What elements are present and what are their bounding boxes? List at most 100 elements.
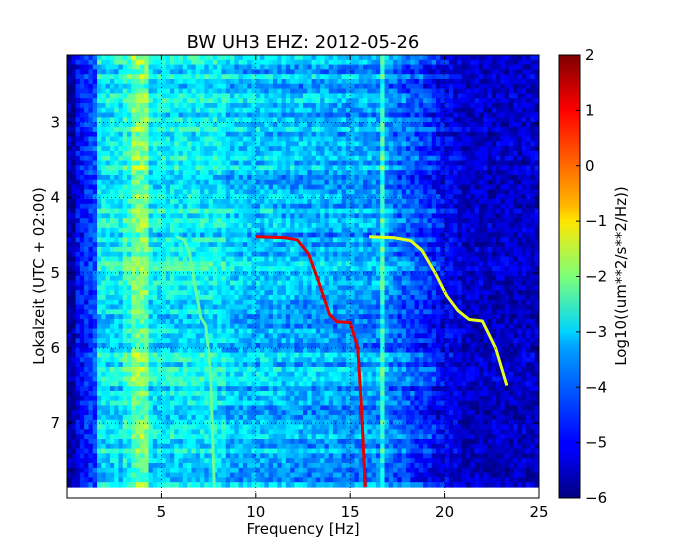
- heatmap-cell: [436, 122, 441, 128]
- heatmap-cell: [148, 227, 154, 234]
- heatmap-cell: [67, 223, 72, 229]
- heatmap-cell: [358, 112, 364, 118]
- heatmap-cell: [521, 266, 527, 272]
- heatmap-cell: [517, 189, 523, 195]
- heatmap-cell: [371, 179, 377, 186]
- heatmap-cell: [139, 141, 145, 147]
- heatmap-cell: [328, 59, 334, 66]
- heatmap-cell: [221, 266, 227, 272]
- heatmap-cell: [127, 237, 132, 243]
- heatmap-cell: [345, 199, 351, 205]
- heatmap-cell: [157, 79, 162, 85]
- heatmap-cell: [148, 112, 154, 118]
- heatmap-cell: [200, 69, 205, 75]
- heatmap-cell: [101, 55, 107, 61]
- heatmap-cell: [328, 242, 334, 248]
- heatmap-cell: [410, 93, 416, 99]
- heatmap-cell: [448, 266, 454, 272]
- heatmap-cell: [281, 127, 287, 133]
- heatmap-cell: [504, 69, 510, 75]
- heatmap-cell: [157, 69, 162, 75]
- heatmap-cell: [169, 199, 175, 205]
- heatmap-cell: [380, 251, 386, 258]
- heatmap-cell: [148, 131, 154, 138]
- heatmap-cell: [67, 136, 72, 142]
- heatmap-cell: [221, 98, 227, 104]
- heatmap-cell: [397, 141, 403, 147]
- heatmap-cell: [97, 83, 102, 90]
- heatmap-cell: [97, 189, 102, 195]
- heatmap-cell: [393, 141, 398, 147]
- heatmap-cell: [315, 59, 321, 66]
- heatmap-cell: [324, 141, 330, 147]
- heatmap-cell: [517, 98, 523, 104]
- heatmap-cell: [448, 88, 454, 94]
- heatmap-cell: [101, 146, 107, 152]
- heatmap-cell: [101, 136, 107, 142]
- heatmap-cell: [526, 165, 532, 171]
- heatmap-cell: [165, 141, 171, 147]
- heatmap-cell: [88, 155, 94, 162]
- heatmap-cell: [187, 194, 193, 200]
- heatmap-cell: [255, 247, 261, 253]
- heatmap-cell: [491, 179, 497, 186]
- heatmap-cell: [453, 69, 459, 75]
- heatmap-cell: [208, 227, 214, 234]
- heatmap-cell: [285, 179, 291, 186]
- heatmap-cell: [264, 256, 270, 262]
- heatmap-cell: [487, 227, 493, 234]
- heatmap-cells: [67, 55, 539, 488]
- heatmap-cell: [238, 117, 244, 123]
- heatmap-cell: [114, 208, 120, 214]
- heatmap-cell: [350, 151, 356, 157]
- heatmap-cell: [487, 170, 493, 176]
- heatmap-cell: [401, 203, 407, 210]
- heatmap-cell: [350, 232, 356, 238]
- heatmap-cell: [131, 112, 137, 118]
- heatmap-cell: [161, 131, 167, 138]
- heatmap-cell: [242, 203, 248, 210]
- heatmap-cell: [508, 199, 514, 205]
- heatmap-cell: [144, 131, 150, 138]
- heatmap-cell: [242, 256, 248, 262]
- heatmap-cell: [88, 107, 94, 114]
- heatmap-cell: [491, 232, 497, 238]
- heatmap-cell: [277, 218, 283, 224]
- heatmap-cell: [500, 237, 506, 243]
- heatmap-cell: [436, 59, 441, 66]
- heatmap-cell: [264, 83, 270, 90]
- heatmap-cell: [195, 107, 201, 114]
- heatmap-cell: [427, 98, 433, 104]
- heatmap-cell: [448, 189, 454, 195]
- heatmap-cell: [92, 88, 98, 94]
- heatmap-cell: [345, 160, 351, 166]
- heatmap-cell: [97, 194, 102, 200]
- heatmap-cell: [255, 59, 261, 66]
- heatmap-cell: [148, 55, 154, 61]
- heatmap-cell: [320, 189, 326, 195]
- heatmap-cell: [92, 165, 98, 171]
- heatmap-cell: [272, 237, 278, 243]
- heatmap-cell: [200, 237, 205, 243]
- heatmap-cell: [380, 189, 386, 195]
- heatmap-cell: [453, 127, 459, 133]
- heatmap-cell: [217, 112, 223, 118]
- heatmap-cell: [285, 232, 291, 238]
- heatmap-cell: [474, 151, 480, 157]
- heatmap-cell: [114, 242, 120, 248]
- heatmap-cell: [157, 88, 162, 94]
- heatmap-cell: [526, 218, 532, 224]
- heatmap-cell: [508, 194, 514, 200]
- heatmap-cell: [251, 141, 257, 147]
- heatmap-cell: [363, 141, 368, 147]
- heatmap-cell: [530, 146, 536, 152]
- heatmap-cell: [436, 203, 441, 210]
- heatmap-cell: [521, 151, 527, 157]
- heatmap-cell: [79, 199, 85, 205]
- heatmap-cell: [363, 64, 368, 70]
- heatmap-cell: [200, 88, 205, 94]
- heatmap-cell: [530, 98, 536, 104]
- heatmap-cell: [88, 256, 94, 262]
- heatmap-cell: [88, 247, 94, 253]
- heatmap-cell: [354, 160, 360, 166]
